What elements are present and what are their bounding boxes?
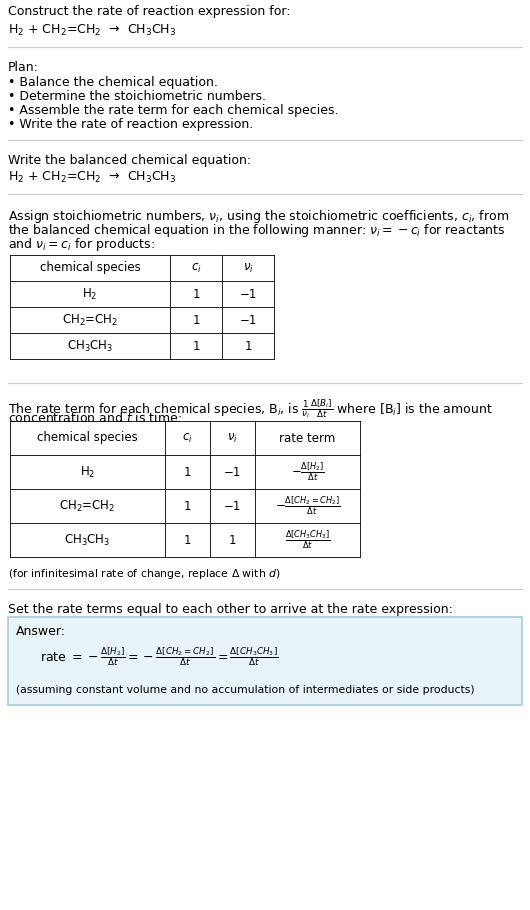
Text: the balanced chemical equation in the following manner: $\nu_i = -c_i$ for react: the balanced chemical equation in the fo… — [8, 222, 506, 239]
Text: $-\frac{\Delta[H_2]}{\Delta t}$: $-\frac{\Delta[H_2]}{\Delta t}$ — [290, 460, 324, 483]
Text: rate term: rate term — [279, 431, 335, 444]
Text: $\nu_i$: $\nu_i$ — [243, 261, 253, 275]
Text: 1: 1 — [229, 533, 236, 547]
Text: (for infinitesimal rate of change, replace Δ with $d$): (for infinitesimal rate of change, repla… — [8, 567, 280, 581]
Text: H$_2$: H$_2$ — [82, 287, 98, 301]
Text: rate $= -\frac{\Delta[H_2]}{\Delta t} = -\frac{\Delta[CH_2{=}CH_2]}{\Delta t} = : rate $= -\frac{\Delta[H_2]}{\Delta t} = … — [40, 645, 278, 668]
Text: $c_i$: $c_i$ — [191, 261, 201, 275]
Text: • Assemble the rate term for each chemical species.: • Assemble the rate term for each chemic… — [8, 104, 339, 117]
Text: H$_2$ + CH$_2$=CH$_2$  →  CH$_3$CH$_3$: H$_2$ + CH$_2$=CH$_2$ → CH$_3$CH$_3$ — [8, 23, 176, 38]
Text: chemical species: chemical species — [40, 261, 140, 275]
Text: 1: 1 — [192, 314, 200, 327]
Text: −1: −1 — [224, 466, 241, 479]
Text: CH$_3$CH$_3$: CH$_3$CH$_3$ — [64, 532, 111, 548]
FancyBboxPatch shape — [8, 617, 522, 705]
Text: • Balance the chemical equation.: • Balance the chemical equation. — [8, 76, 218, 89]
Text: Plan:: Plan: — [8, 61, 39, 74]
Text: 1: 1 — [184, 466, 191, 479]
Text: • Determine the stoichiometric numbers.: • Determine the stoichiometric numbers. — [8, 90, 266, 103]
Text: 1: 1 — [184, 500, 191, 512]
Text: • Write the rate of reaction expression.: • Write the rate of reaction expression. — [8, 118, 253, 131]
Text: $\frac{\Delta[CH_3CH_3]}{\Delta t}$: $\frac{\Delta[CH_3CH_3]}{\Delta t}$ — [285, 529, 330, 551]
Text: $c_i$: $c_i$ — [182, 431, 193, 445]
Text: −1: −1 — [240, 288, 257, 300]
Text: CH$_2$=CH$_2$: CH$_2$=CH$_2$ — [59, 499, 116, 513]
Text: (assuming constant volume and no accumulation of intermediates or side products): (assuming constant volume and no accumul… — [16, 685, 475, 695]
Text: CH$_3$CH$_3$: CH$_3$CH$_3$ — [67, 339, 113, 354]
Text: The rate term for each chemical species, B$_i$, is $\frac{1}{\nu_i}\frac{\Delta[: The rate term for each chemical species,… — [8, 397, 493, 420]
Text: chemical species: chemical species — [37, 431, 138, 444]
Text: Construct the rate of reaction expression for:: Construct the rate of reaction expressio… — [8, 5, 290, 18]
Text: Answer:: Answer: — [16, 625, 66, 638]
Text: 1: 1 — [244, 339, 252, 352]
Text: Set the rate terms equal to each other to arrive at the rate expression:: Set the rate terms equal to each other t… — [8, 603, 453, 616]
Text: H$_2$ + CH$_2$=CH$_2$  →  CH$_3$CH$_3$: H$_2$ + CH$_2$=CH$_2$ → CH$_3$CH$_3$ — [8, 170, 176, 185]
Text: concentration and $t$ is time:: concentration and $t$ is time: — [8, 411, 182, 425]
Text: 1: 1 — [192, 288, 200, 300]
Text: CH$_2$=CH$_2$: CH$_2$=CH$_2$ — [62, 312, 118, 328]
Text: 1: 1 — [184, 533, 191, 547]
Text: $-\frac{\Delta[CH_2{=}CH_2]}{\Delta t}$: $-\frac{\Delta[CH_2{=}CH_2]}{\Delta t}$ — [275, 495, 340, 517]
Text: H$_2$: H$_2$ — [80, 464, 95, 480]
Text: Assign stoichiometric numbers, $\nu_i$, using the stoichiometric coefficients, $: Assign stoichiometric numbers, $\nu_i$, … — [8, 208, 509, 225]
Text: $\nu_i$: $\nu_i$ — [227, 431, 238, 445]
Text: 1: 1 — [192, 339, 200, 352]
Text: −1: −1 — [224, 500, 241, 512]
Text: −1: −1 — [240, 314, 257, 327]
Text: and $\nu_i = c_i$ for products:: and $\nu_i = c_i$ for products: — [8, 236, 155, 253]
Text: Write the balanced chemical equation:: Write the balanced chemical equation: — [8, 154, 251, 167]
